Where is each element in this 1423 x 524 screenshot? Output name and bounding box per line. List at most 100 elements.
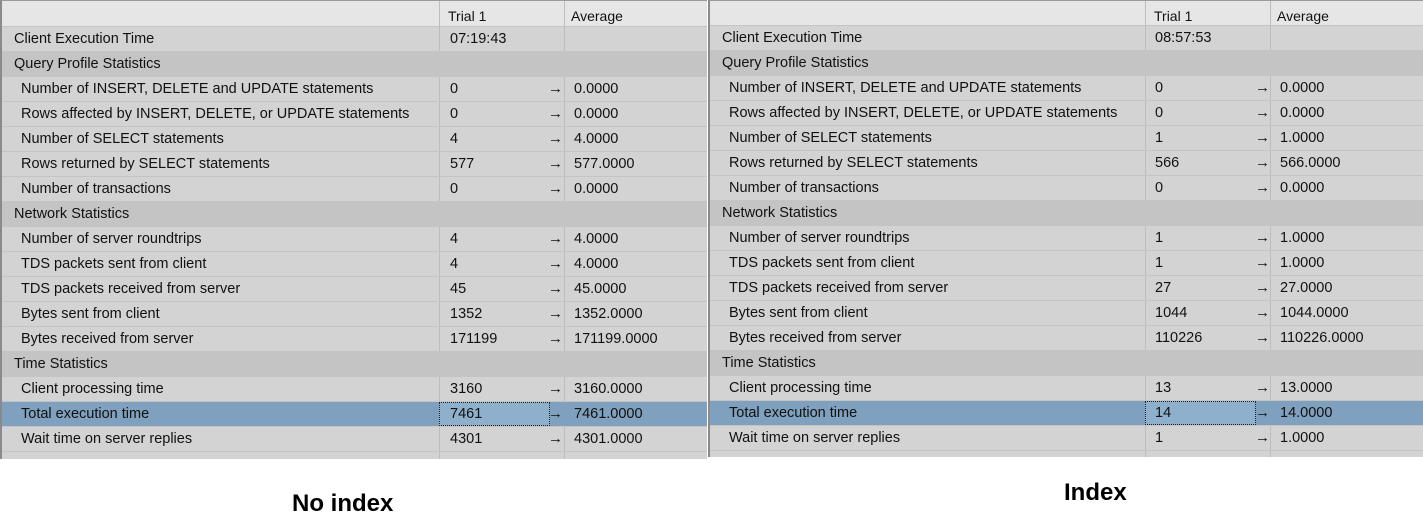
stat-row[interactable]: Rows affected by INSERT, DELETE, or UPDA… — [710, 101, 1423, 126]
stat-row[interactable]: Number of transactions 0 → 0.0000 — [2, 177, 707, 202]
average-value: 4.0000 — [574, 131, 619, 147]
stat-row[interactable]: Wait time on server replies 4301 → 4301.000… — [2, 427, 707, 452]
trial-value: 577 — [450, 156, 475, 172]
trial-value: 171199 — [450, 331, 498, 347]
row-label: Wait time on server replies — [21, 431, 193, 447]
trial-value: 3160 — [450, 381, 483, 397]
stat-row[interactable]: Number of INSERT, DELETE and UPDATE stat… — [2, 77, 707, 102]
row-label: Total execution time — [21, 406, 150, 422]
stat-row[interactable]: Bytes received from server 171199 → 171199.… — [2, 327, 707, 352]
trial-value: 14 — [1155, 405, 1172, 421]
client-statistics-grid-no-index[interactable]: Trial 1 Average Client Execution Time 07:19… — [0, 0, 707, 459]
row-label: Total execution time — [729, 405, 858, 421]
stat-row[interactable]: Number of server roundtrips 4 → 4.0000 — [2, 227, 707, 252]
stat-row[interactable]: Rows returned by SELECT statements 566 → 56… — [710, 151, 1423, 176]
average-value: 577.0000 — [574, 156, 635, 172]
trial-value: 1 — [1155, 230, 1164, 246]
section-row[interactable]: Time Statistics — [710, 351, 1423, 376]
trial-value: 1 — [1155, 130, 1164, 146]
stat-row[interactable]: Bytes sent from client 1044 → 1044.0000 — [710, 301, 1423, 326]
stat-row[interactable]: Number of INSERT, DELETE and UPDATE stat… — [710, 76, 1423, 101]
section-row[interactable]: Network Statistics — [2, 202, 707, 227]
section-row[interactable]: Time Statistics — [2, 352, 707, 377]
row-label: Number of SELECT statements — [21, 131, 224, 147]
column-header-average[interactable]: Average — [571, 8, 623, 24]
row-label: Query Profile Statistics — [722, 55, 869, 71]
average-value: 1.0000 — [1280, 130, 1325, 146]
stat-row[interactable]: Wait time on server replies 1 → 1.0000 — [710, 426, 1423, 451]
average-value: 1044.0000 — [1280, 305, 1349, 321]
average-value: 110226.0000 — [1280, 330, 1364, 346]
row-label: Number of SELECT statements — [729, 130, 932, 146]
trial-value: 4 — [450, 231, 459, 247]
row-label: Number of transactions — [21, 181, 171, 197]
column-divider-average — [1270, 1, 1271, 457]
column-header-row: Trial 1 Average — [710, 1, 1423, 26]
average-value: 14.0000 — [1280, 405, 1333, 421]
average-value: 7461.0000 — [574, 406, 643, 422]
stat-row[interactable]: TDS packets received from server 27 → 27.00… — [710, 276, 1423, 301]
stat-row[interactable]: Total execution time 7461 → 7461.0000 — [2, 402, 707, 427]
average-value: 0.0000 — [574, 81, 619, 97]
selected-cell-focus — [439, 402, 550, 426]
average-value: 0.0000 — [1280, 80, 1325, 96]
column-header-average[interactable]: Average — [1277, 8, 1329, 24]
arrow-icon: → — [548, 230, 563, 247]
stat-row[interactable]: Client Execution Time 08:57:53 — [710, 26, 1423, 51]
stat-row[interactable]: Client Execution Time 07:19:43 — [2, 27, 707, 52]
stat-row[interactable]: Bytes sent from client 1352 → 1352.0000 — [2, 302, 707, 327]
section-row[interactable]: Query Profile Statistics — [710, 51, 1423, 76]
section-row[interactable]: Network Statistics — [710, 201, 1423, 226]
trial-value: 7461 — [450, 406, 483, 422]
trial-value: 0 — [450, 181, 459, 197]
row-label: TDS packets sent from client — [729, 255, 915, 271]
arrow-icon: → — [548, 130, 563, 147]
stat-row[interactable]: TDS packets received from server 45 → 45.00… — [2, 277, 707, 302]
row-label: Rows affected by INSERT, DELETE, or UPDA… — [21, 106, 410, 122]
trial-value: 1 — [1155, 430, 1164, 446]
client-statistics-grid-index[interactable]: Trial 1 Average Client Execution Time 08:57… — [708, 0, 1423, 457]
section-row[interactable]: Query Profile Statistics — [2, 52, 707, 77]
average-value: 1.0000 — [1280, 230, 1325, 246]
trial-value: 0 — [1155, 105, 1164, 121]
arrow-icon: → — [1255, 104, 1270, 121]
stat-row[interactable]: Total execution time 14 → 14.0000 — [710, 401, 1423, 426]
arrow-icon: → — [1255, 304, 1270, 321]
column-header-trial[interactable]: Trial 1 — [448, 8, 487, 24]
row-label: Rows returned by SELECT statements — [21, 156, 270, 172]
stat-row[interactable]: Number of server roundtrips 1 → 1.0000 — [710, 226, 1423, 251]
stat-row[interactable]: Rows affected by INSERT, DELETE, or UPDA… — [2, 102, 707, 127]
trial-value: 13 — [1155, 380, 1172, 396]
stat-row[interactable]: TDS packets sent from client 4 → 4.0000 — [2, 252, 707, 277]
row-label: TDS packets sent from client — [21, 256, 207, 272]
average-value: 1.0000 — [1280, 255, 1325, 271]
average-value: 0.0000 — [574, 181, 619, 197]
average-value: 27.0000 — [1280, 280, 1333, 296]
stat-row[interactable]: Number of SELECT statements 4 → 4.0000 — [2, 127, 707, 152]
row-label: Bytes sent from client — [21, 306, 160, 322]
stat-row[interactable]: TDS packets sent from client 1 → 1.0000 — [710, 251, 1423, 276]
arrow-icon: → — [548, 105, 563, 122]
arrow-icon: → — [548, 155, 563, 172]
stat-row[interactable]: Client processing time 13 → 13.0000 — [710, 376, 1423, 401]
arrow-icon: → — [548, 330, 563, 347]
stat-row[interactable]: Number of SELECT statements 1 → 1.0000 — [710, 126, 1423, 151]
arrow-icon: → — [1255, 179, 1270, 196]
trial-value: 27 — [1155, 280, 1172, 296]
trial-value: 1044 — [1155, 305, 1188, 321]
caption-no-index: No index — [292, 490, 394, 517]
row-label: Number of INSERT, DELETE and UPDATE stat… — [729, 80, 1082, 96]
average-value: 1.0000 — [1280, 430, 1325, 446]
row-label: Rows returned by SELECT statements — [729, 155, 978, 171]
average-value: 13.0000 — [1280, 380, 1333, 396]
stat-row[interactable]: Rows returned by SELECT statements 577 → 57… — [2, 152, 707, 177]
average-value: 0.0000 — [574, 106, 619, 122]
stat-row[interactable]: Bytes received from server 110226 → 110226.… — [710, 326, 1423, 351]
selected-cell-focus — [1145, 401, 1256, 425]
stat-row[interactable]: Number of transactions 0 → 0.0000 — [710, 176, 1423, 201]
arrow-icon: → — [548, 280, 563, 297]
column-header-trial[interactable]: Trial 1 — [1154, 8, 1193, 24]
stat-row[interactable]: Client processing time 3160 → 3160.0000 — [2, 377, 707, 402]
average-value: 1352.0000 — [574, 306, 643, 322]
row-label: Time Statistics — [722, 355, 816, 371]
